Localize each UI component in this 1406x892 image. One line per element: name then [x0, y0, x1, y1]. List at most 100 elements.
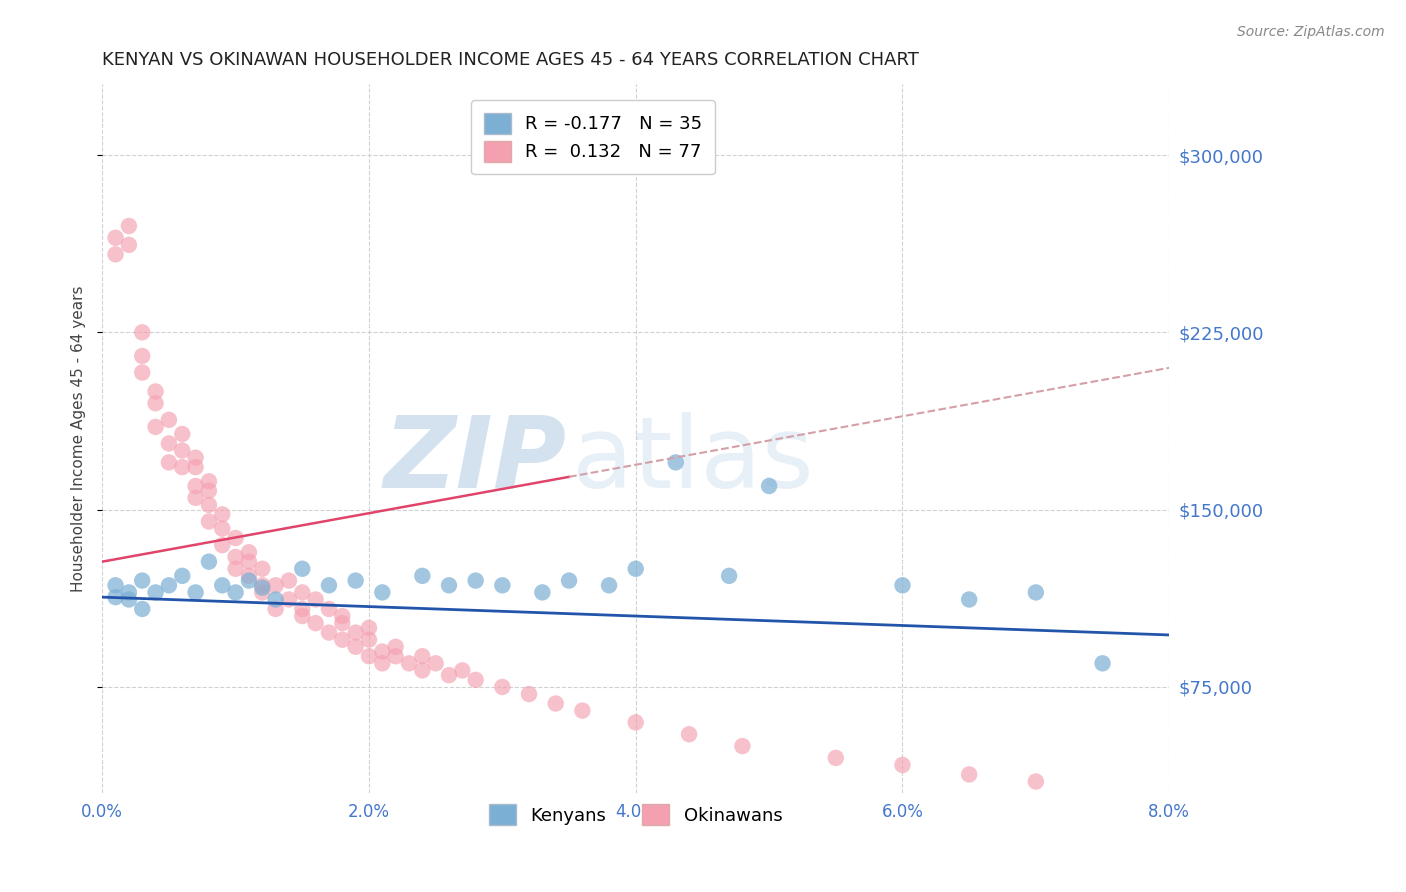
- Point: [225, 585, 247, 599]
- Point: [411, 569, 433, 583]
- Point: [891, 758, 914, 772]
- Point: [891, 578, 914, 592]
- Point: [198, 515, 221, 529]
- Point: [398, 657, 420, 671]
- Point: [131, 574, 153, 588]
- Point: [145, 585, 167, 599]
- Point: [291, 585, 314, 599]
- Point: [1091, 657, 1114, 671]
- Point: [211, 578, 233, 592]
- Point: [238, 574, 260, 588]
- Point: [252, 578, 274, 592]
- Point: [344, 625, 367, 640]
- Point: [291, 602, 314, 616]
- Point: [291, 609, 314, 624]
- Text: ZIP: ZIP: [384, 411, 567, 508]
- Point: [104, 590, 127, 604]
- Point: [252, 581, 274, 595]
- Point: [211, 508, 233, 522]
- Point: [491, 578, 513, 592]
- Point: [437, 668, 460, 682]
- Point: [558, 574, 581, 588]
- Point: [145, 384, 167, 399]
- Point: [824, 751, 846, 765]
- Y-axis label: Householder Income Ages 45 - 64 years: Householder Income Ages 45 - 64 years: [72, 285, 86, 592]
- Point: [437, 578, 460, 592]
- Point: [624, 562, 647, 576]
- Point: [238, 555, 260, 569]
- Point: [598, 578, 620, 592]
- Point: [624, 715, 647, 730]
- Point: [330, 632, 353, 647]
- Point: [184, 450, 207, 465]
- Point: [731, 739, 754, 753]
- Point: [172, 569, 194, 583]
- Point: [211, 522, 233, 536]
- Point: [157, 413, 180, 427]
- Point: [238, 569, 260, 583]
- Point: [145, 420, 167, 434]
- Point: [357, 649, 380, 664]
- Point: [344, 574, 367, 588]
- Point: [225, 531, 247, 545]
- Point: [411, 664, 433, 678]
- Point: [384, 640, 406, 654]
- Point: [371, 644, 394, 658]
- Point: [252, 562, 274, 576]
- Point: [157, 436, 180, 450]
- Point: [264, 592, 287, 607]
- Point: [371, 585, 394, 599]
- Point: [118, 238, 141, 252]
- Point: [531, 585, 554, 599]
- Point: [330, 609, 353, 624]
- Point: [371, 657, 394, 671]
- Point: [184, 479, 207, 493]
- Point: [425, 657, 447, 671]
- Point: [571, 704, 593, 718]
- Point: [464, 673, 486, 687]
- Point: [278, 592, 301, 607]
- Point: [184, 460, 207, 475]
- Point: [172, 427, 194, 442]
- Point: [318, 602, 340, 616]
- Point: [451, 664, 474, 678]
- Text: KENYAN VS OKINAWAN HOUSEHOLDER INCOME AGES 45 - 64 YEARS CORRELATION CHART: KENYAN VS OKINAWAN HOUSEHOLDER INCOME AG…: [103, 51, 920, 69]
- Text: Source: ZipAtlas.com: Source: ZipAtlas.com: [1237, 25, 1385, 39]
- Point: [678, 727, 700, 741]
- Point: [145, 396, 167, 410]
- Point: [198, 555, 221, 569]
- Point: [198, 483, 221, 498]
- Point: [252, 585, 274, 599]
- Point: [104, 247, 127, 261]
- Point: [198, 498, 221, 512]
- Point: [357, 632, 380, 647]
- Point: [957, 592, 980, 607]
- Point: [291, 562, 314, 576]
- Point: [665, 455, 688, 469]
- Point: [357, 621, 380, 635]
- Point: [264, 602, 287, 616]
- Point: [517, 687, 540, 701]
- Point: [344, 640, 367, 654]
- Point: [104, 578, 127, 592]
- Point: [264, 578, 287, 592]
- Point: [278, 574, 301, 588]
- Point: [131, 349, 153, 363]
- Point: [304, 616, 326, 631]
- Point: [758, 479, 780, 493]
- Point: [211, 538, 233, 552]
- Point: [491, 680, 513, 694]
- Point: [104, 231, 127, 245]
- Point: [184, 491, 207, 505]
- Point: [384, 649, 406, 664]
- Point: [464, 574, 486, 588]
- Point: [184, 585, 207, 599]
- Point: [1025, 774, 1047, 789]
- Point: [544, 697, 567, 711]
- Point: [172, 443, 194, 458]
- Point: [411, 649, 433, 664]
- Point: [198, 475, 221, 489]
- Point: [118, 585, 141, 599]
- Point: [957, 767, 980, 781]
- Point: [225, 562, 247, 576]
